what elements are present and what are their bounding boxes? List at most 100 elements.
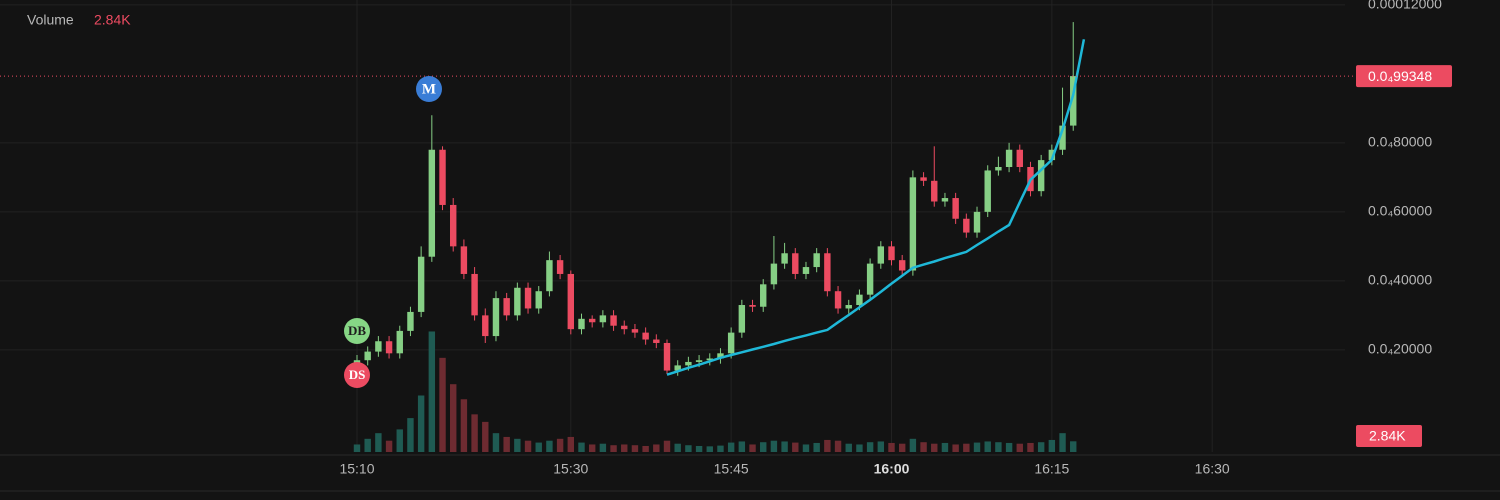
y-tick-label: 0.0₄80000 xyxy=(1368,134,1432,150)
candle-body xyxy=(460,246,468,274)
candle-body xyxy=(364,351,371,361)
candle-body xyxy=(514,287,521,316)
candle-body xyxy=(482,315,489,337)
volume-bar xyxy=(385,440,393,452)
volume-bars xyxy=(353,331,1077,452)
candle-body xyxy=(599,315,607,323)
candle-body xyxy=(503,298,510,316)
candle-body xyxy=(578,318,585,330)
volume-bar xyxy=(1059,433,1066,452)
candle-body xyxy=(546,260,553,292)
volume-bar xyxy=(492,433,500,452)
candle-body xyxy=(621,325,628,330)
legend-volume-value: 2.84K xyxy=(94,12,131,28)
candle-body xyxy=(353,360,361,364)
candle-body xyxy=(792,253,799,274)
candle-body xyxy=(866,263,874,295)
volume-bar xyxy=(588,444,596,452)
volume-bar xyxy=(920,442,927,452)
x-tick-label: 15:10 xyxy=(339,461,374,477)
x-tick-label: 15:45 xyxy=(714,461,749,477)
volume-bar xyxy=(727,442,735,452)
candle-body xyxy=(802,267,810,274)
volume-bar xyxy=(1048,439,1056,452)
volume-bar xyxy=(535,442,542,452)
volume-badge-label: 2.84K xyxy=(1369,428,1406,444)
volume-bar xyxy=(524,440,532,452)
volume-bar xyxy=(770,440,778,452)
candle-body xyxy=(1005,149,1013,167)
x-tick-label: 16:00 xyxy=(874,461,910,477)
candle-body xyxy=(695,360,703,362)
candle-body xyxy=(781,253,788,264)
candle-body xyxy=(717,353,724,359)
candle-body xyxy=(653,339,660,343)
candle-body xyxy=(1070,76,1077,126)
volume-bar xyxy=(1027,442,1034,452)
price-badge xyxy=(1356,65,1452,88)
candle-body xyxy=(567,273,575,330)
volume-bar xyxy=(898,443,906,452)
candle-body xyxy=(706,358,713,361)
volume-badge xyxy=(1356,425,1422,447)
candle-body xyxy=(909,177,917,271)
candle-body xyxy=(931,180,938,202)
volume-bar xyxy=(578,442,585,452)
candle-body xyxy=(1059,125,1066,150)
volume-bar xyxy=(717,445,724,452)
y-tick-label: 0.00012000 xyxy=(1368,0,1442,12)
marker-label: DS xyxy=(349,367,366,382)
volume-bar xyxy=(417,395,425,452)
candle-body xyxy=(1016,149,1023,167)
overlay: 0.0₄99348 2.84K DB DS M xyxy=(0,39,1452,447)
candle-body xyxy=(984,170,991,212)
candle-body xyxy=(375,341,382,352)
volume-bar xyxy=(353,444,361,452)
volume-bar xyxy=(781,441,788,452)
candle-body xyxy=(417,256,425,312)
volume-bar xyxy=(663,440,671,452)
volume-bar xyxy=(674,443,681,452)
volume-bar xyxy=(845,443,852,452)
volume-bar xyxy=(460,399,468,452)
candle-body xyxy=(877,246,885,264)
volume-bar xyxy=(984,441,991,452)
y-tick-label: 0.0₄40000 xyxy=(1368,272,1432,288)
volume-bar xyxy=(642,445,649,452)
candle-body xyxy=(588,318,596,323)
y-tick-label: 0.0₄60000 xyxy=(1368,203,1432,219)
volume-bar xyxy=(738,441,746,452)
candle-body xyxy=(385,341,393,354)
x-tick-label: 16:15 xyxy=(1034,461,1069,477)
volume-bar xyxy=(621,444,628,452)
volume-bar xyxy=(450,384,457,452)
volume-bar xyxy=(396,429,403,452)
volume-bar xyxy=(909,438,917,452)
volume-bar xyxy=(941,442,949,452)
marker-db xyxy=(344,318,370,344)
candle-body xyxy=(428,149,436,257)
volume-bar xyxy=(471,414,478,452)
volume-bar xyxy=(1005,442,1013,452)
candle-body xyxy=(450,204,457,247)
volume-bar xyxy=(706,446,713,452)
candle-body xyxy=(663,342,671,371)
volume-bar xyxy=(556,438,564,452)
candle-body xyxy=(685,361,692,366)
legend-volume: Volume xyxy=(27,12,74,28)
volume-bar xyxy=(546,440,553,452)
candle-body xyxy=(995,166,1002,171)
marker-label: DB xyxy=(348,323,366,338)
volume-bar xyxy=(995,442,1002,452)
volume-bar xyxy=(749,444,756,452)
volume-bar xyxy=(610,445,617,452)
candle-body xyxy=(952,198,959,219)
candle-body xyxy=(770,263,778,285)
volume-bar xyxy=(375,433,382,452)
candle-body xyxy=(760,284,767,307)
volume-bar xyxy=(834,440,842,452)
candle-body xyxy=(888,246,895,261)
volume-bar xyxy=(599,443,607,452)
candle-body xyxy=(898,260,906,271)
volume-bar xyxy=(866,442,874,452)
